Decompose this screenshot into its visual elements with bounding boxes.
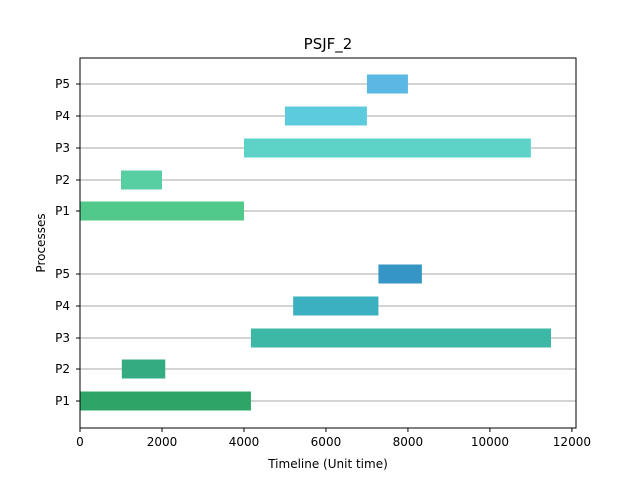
y-tick-label: P5	[55, 77, 70, 91]
y-tick-label: P1	[55, 204, 70, 218]
bar-p3-group2	[243, 138, 531, 158]
y-tick-label: P2	[55, 362, 70, 376]
x-axis-label: Timeline (Unit time)	[267, 457, 388, 471]
bar-p2-group1	[121, 359, 166, 379]
bar-p1-group1	[80, 391, 251, 411]
x-tick-label: 12000	[553, 435, 591, 449]
x-tick-label: 0	[76, 435, 84, 449]
bar-p4-group1	[293, 296, 379, 316]
y-tick-label: P4	[55, 299, 70, 313]
grid-lines	[80, 83, 576, 402]
x-axis-ticks: 0 2000 4000 6000 8000 10000 12000	[76, 428, 591, 449]
bar-p4-group2	[284, 106, 367, 126]
plot-frame	[79, 57, 577, 429]
y-tick-label: P3	[55, 331, 70, 345]
x-tick-label: 10000	[471, 435, 509, 449]
x-tick-label: 8000	[393, 435, 424, 449]
x-tick-label: 4000	[229, 435, 260, 449]
bars	[80, 74, 551, 411]
y-tick-label: P5	[55, 267, 70, 281]
y-tick-label: P2	[55, 173, 70, 187]
y-axis-label: Processes	[34, 213, 48, 272]
y-tick-label: P3	[55, 141, 70, 155]
bar-p1-group2	[80, 201, 244, 221]
chart-title: PSJF_2	[304, 35, 353, 54]
x-tick-label: 2000	[147, 435, 178, 449]
bar-p5-group1	[378, 264, 422, 284]
y-axis-ticks: P1 P2 P3 P4 P5 P1 P2 P3 P4 P5	[55, 77, 80, 408]
y-tick-label: P1	[55, 394, 70, 408]
bar-p5-group2	[366, 74, 408, 94]
x-tick-label: 6000	[311, 435, 342, 449]
bar-p2-group2	[120, 170, 162, 190]
y-tick-label: P4	[55, 109, 70, 123]
bar-p3-group1	[250, 328, 551, 348]
